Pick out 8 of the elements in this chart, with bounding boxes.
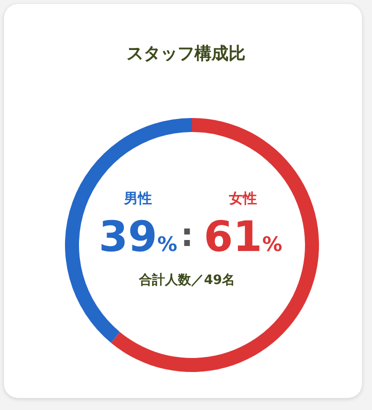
data-label: 61% [204, 212, 282, 261]
donut-slice [65, 118, 192, 343]
text: : [180, 216, 194, 254]
slice-label: 男性 [122, 190, 153, 208]
slice-label: 女性 [228, 190, 258, 208]
chart-title: スタッフ構成比 [126, 43, 246, 65]
text: 合計人数／49名 [138, 272, 236, 289]
data-label: 39% [98, 212, 178, 261]
